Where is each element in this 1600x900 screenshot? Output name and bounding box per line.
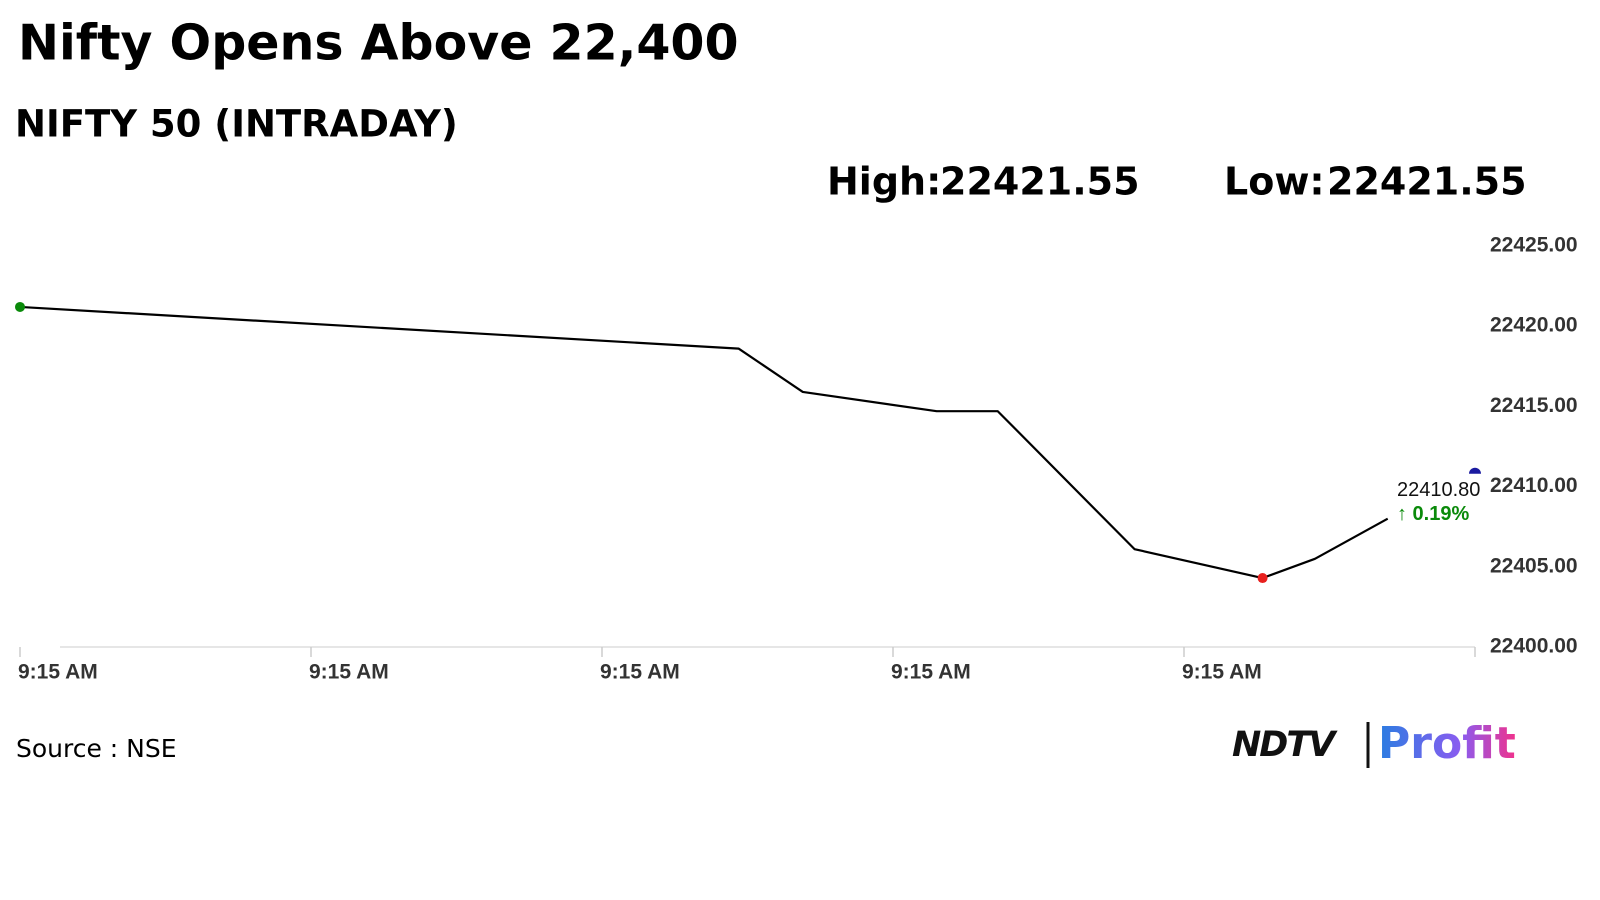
chart-subtitle: NIFTY 50 (INTRADAY) — [15, 103, 458, 146]
source: Source : NSE — [16, 734, 177, 763]
last-value-label: 22410.80 — [1397, 479, 1480, 501]
x-tick-label: 9:15 AM — [18, 661, 98, 684]
y-tick-label: 22400.00 — [1490, 635, 1578, 658]
last-marker — [1469, 467, 1481, 474]
price-line — [19, 305, 1389, 580]
brand-right: Profit — [1378, 718, 1516, 769]
x-tick-label: 9:15 AM — [891, 661, 971, 684]
x-tick-label: 9:15 AM — [309, 661, 389, 684]
high-label: High: — [827, 160, 941, 204]
x-tick-label: 9:15 AM — [1182, 661, 1262, 684]
chart-title: Nifty Opens Above 22,400 — [18, 15, 739, 72]
y-tick-label: 22420.00 — [1490, 314, 1578, 337]
y-tick-label: 22410.00 — [1490, 474, 1578, 497]
y-tick-label: 22405.00 — [1490, 554, 1578, 577]
first-point — [15, 301, 25, 312]
x-tick-label: 9:15 AM — [600, 661, 680, 684]
low-value: 22421.55 — [1327, 160, 1527, 204]
brand-left: NDTV — [1232, 725, 1338, 765]
high-value: 22421.55 — [940, 160, 1140, 204]
change-label: ↑ 0.19% — [1397, 503, 1469, 525]
low-label: Low: — [1224, 160, 1325, 204]
low-point — [1257, 573, 1268, 584]
y-tick-label: 22425.00 — [1490, 234, 1578, 257]
y-tick-label: 22415.00 — [1490, 394, 1578, 417]
